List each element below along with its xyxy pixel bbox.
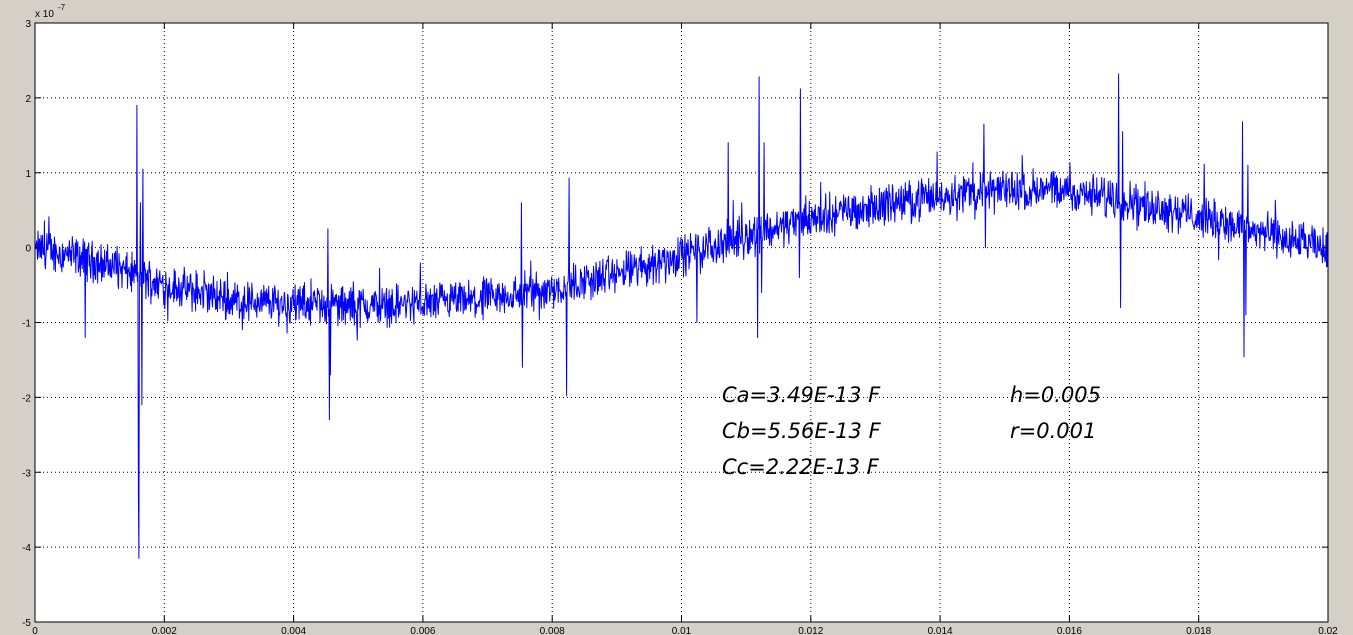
y-tick-label: -1	[22, 319, 31, 330]
x-tick-label: 0.012	[798, 626, 823, 635]
annotation-r: r=0.001	[1010, 419, 1097, 443]
y-tick-label: 1	[25, 169, 31, 180]
signal-series	[34, 73, 1329, 559]
annotation-ca: Ca=3.49E-13 F	[722, 383, 881, 407]
x-tick-label: 0.02	[1318, 626, 1338, 635]
annotation-cb: Cb=5.56E-13 F	[722, 419, 881, 443]
y-tick-label: -5	[22, 618, 31, 629]
y-tick-label: 2	[25, 94, 31, 105]
axes	[34, 22, 1329, 623]
x-tick-label: 0.018	[1186, 626, 1211, 635]
y-tick-label: 3	[25, 19, 31, 30]
x-tick-label: 0.008	[540, 626, 565, 635]
x-tick-label: 0	[32, 626, 38, 635]
y-tick-label: -3	[22, 468, 31, 479]
signal-line	[34, 73, 1329, 559]
y-exponent-base: x 10	[35, 9, 54, 20]
annotation-cc: Cc=2.22E-13 F	[722, 455, 879, 479]
plot-area	[35, 23, 1328, 622]
y-tick-label: -2	[22, 393, 31, 404]
x-tick-label: 0.006	[410, 626, 435, 635]
x-tick-label: 0.014	[928, 626, 953, 635]
plot-background	[35, 23, 1328, 622]
tick-labels: 0 0.002 0.004 0.006 0.008 0.01 0.012 0.014 0.016…	[22, 19, 1338, 635]
y-tick-label: -4	[22, 543, 31, 554]
y-exponent-label: x 10 -7	[35, 3, 66, 20]
y-tick-label: 0	[25, 244, 31, 255]
x-tick-label: 0.002	[152, 626, 177, 635]
annotation-h: h=0.005	[1010, 383, 1102, 407]
x-tick-label: 0.004	[281, 626, 306, 635]
x-tick-label: 0.016	[1057, 626, 1082, 635]
y-exponent-power: -7	[58, 3, 66, 12]
x-tick-label: 0.01	[672, 626, 692, 635]
